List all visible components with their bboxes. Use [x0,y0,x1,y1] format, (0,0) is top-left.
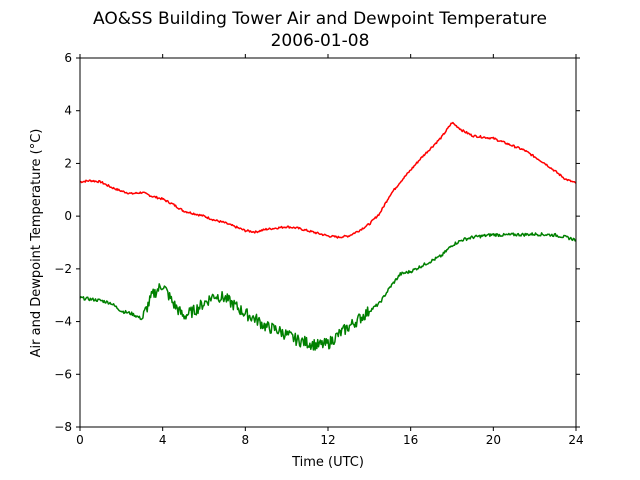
y-axis-label: Air and Dewpoint Temperature (°C) [29,129,44,358]
x-axis-label: Time (UTC) [291,455,364,470]
x-tick-label: 16 [403,433,418,447]
y-tick-label: −8 [54,420,72,434]
y-tick-label: −4 [54,315,72,329]
y-tick-label: 2 [64,156,72,170]
series-line-1 [79,121,577,239]
x-tick-label: 20 [486,433,501,447]
x-tick-label: 24 [568,433,583,447]
y-tick-label: −6 [54,367,72,381]
plot-frame [79,57,577,428]
y-tick-label: 0 [64,209,72,223]
y-tick-label: 6 [64,51,72,65]
chart-subtitle: 2006-01-08 [271,31,370,51]
x-tick-label: 4 [159,433,167,447]
x-tick-label: 8 [242,433,250,447]
x-tick-label: 12 [320,433,335,447]
y-tick-label: 4 [64,104,72,118]
y-tick-label: −2 [54,262,72,276]
x-tick-label: 0 [76,433,84,447]
chart-title: AO&SS Building Tower Air and Dewpoint Te… [93,9,547,29]
series-line-2 [79,232,577,351]
